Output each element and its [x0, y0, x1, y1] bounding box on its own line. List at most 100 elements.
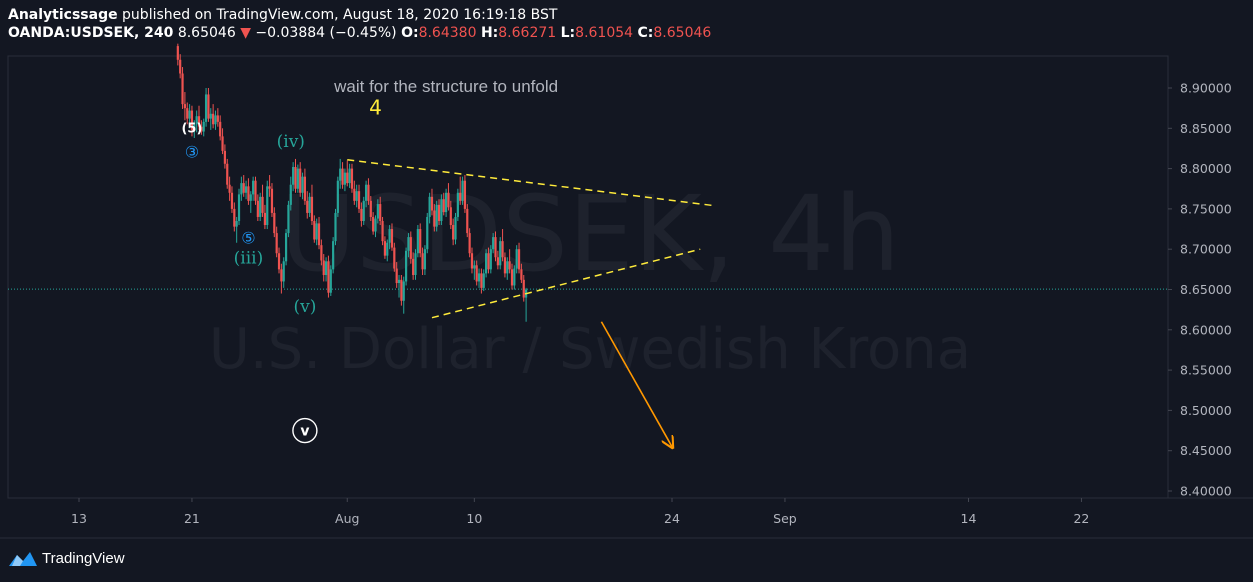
candle-body	[480, 273, 483, 288]
publisher-name[interactable]: Analyticssage	[8, 7, 118, 23]
candle	[183, 92, 186, 121]
candle-body	[242, 183, 245, 193]
candle	[324, 257, 328, 282]
candle-body	[374, 218, 377, 232]
candle	[430, 188, 434, 216]
candle-body	[343, 172, 347, 185]
candle-body	[186, 108, 189, 119]
candle	[280, 263, 283, 294]
candle-body	[294, 166, 297, 189]
candle	[197, 105, 201, 130]
open-label: O:	[401, 25, 419, 41]
trendline-upper	[347, 158, 715, 207]
candle-body	[376, 204, 379, 219]
candle-body	[188, 110, 191, 119]
candle	[259, 192, 262, 221]
candle-body	[313, 220, 316, 240]
candle-body	[470, 253, 474, 269]
candle-body	[247, 186, 250, 201]
candle	[329, 265, 332, 296]
candle	[301, 172, 304, 200]
candle	[226, 158, 229, 189]
candle	[421, 247, 424, 275]
candle	[470, 247, 474, 274]
candle-body	[447, 192, 450, 208]
candle	[423, 245, 427, 275]
candle-body	[310, 196, 314, 221]
candle-body	[289, 184, 292, 205]
candle-body	[477, 273, 481, 282]
candle-body	[466, 208, 469, 234]
ohlc-line: OANDA:USDSEK, 240 8.65046 ▼ −0.03884 (−0…	[8, 24, 711, 42]
candle	[303, 168, 307, 205]
candle	[353, 180, 356, 205]
candle-body	[207, 94, 210, 119]
candle	[235, 216, 238, 243]
candle-body	[332, 241, 335, 270]
candle-body	[204, 94, 208, 122]
candle	[489, 245, 492, 274]
candle-body	[277, 253, 281, 270]
candle-body	[299, 168, 302, 193]
candle-body	[452, 225, 455, 240]
candle-body	[254, 180, 257, 201]
candle	[463, 175, 467, 213]
candle-body	[463, 180, 467, 209]
candle-body	[303, 176, 307, 201]
candle	[496, 250, 499, 270]
candle	[240, 176, 243, 201]
candle	[362, 196, 365, 226]
candle	[492, 233, 495, 254]
candle-body	[508, 261, 511, 270]
candle	[216, 108, 219, 127]
candle	[520, 263, 523, 284]
candle	[186, 102, 189, 125]
candle-body	[409, 237, 412, 259]
footer-brand[interactable]: TradingView	[8, 546, 125, 570]
candle	[277, 247, 281, 274]
candle-body	[454, 216, 457, 240]
candle-body	[226, 163, 229, 185]
watermark: USDSEK, 4h U.S. Dollar / Swedish Krona	[209, 173, 971, 382]
candle	[383, 236, 387, 259]
candle-body	[419, 229, 422, 254]
candle-body	[244, 186, 248, 193]
wave-label: v	[300, 424, 309, 440]
candle-body	[329, 269, 332, 293]
open-value: 8.64380	[418, 25, 477, 41]
candle-body	[181, 73, 184, 105]
candle	[284, 229, 288, 266]
candle	[176, 43, 179, 66]
candle-body	[200, 126, 203, 132]
candle-body	[388, 229, 391, 243]
candles	[176, 43, 528, 322]
price-axis[interactable]: 8.90000 8.85000 8.80000 8.75000 8.70000 8.650…	[1168, 81, 1232, 499]
candle-body	[510, 269, 514, 286]
price-tick-label: 8.50000	[1180, 403, 1232, 418]
candle-body	[440, 199, 443, 221]
candle-body	[473, 265, 476, 269]
candle	[339, 158, 342, 189]
time-tick-label: 24	[664, 511, 680, 526]
candle-body	[416, 229, 419, 254]
candle-body	[183, 104, 186, 109]
low-label: L:	[560, 25, 576, 41]
candle-body	[487, 253, 490, 270]
close-value: 8.65046	[653, 25, 712, 41]
symbol-label[interactable]: OANDA:USDSEK, 240	[8, 25, 174, 41]
candle	[320, 239, 323, 266]
candle	[407, 233, 410, 258]
candle	[473, 260, 476, 280]
candle	[275, 226, 278, 258]
candle-body	[372, 216, 375, 232]
candle-body	[513, 268, 516, 286]
candle-body	[252, 180, 255, 195]
candle-body	[496, 257, 499, 266]
candle	[484, 249, 488, 278]
candle	[357, 184, 361, 213]
candle	[256, 194, 259, 221]
time-axis[interactable]: 13 21 Aug 10 24 Sep 14 22	[71, 498, 1089, 526]
wave-label: (5)	[181, 121, 202, 136]
candle	[515, 245, 518, 274]
